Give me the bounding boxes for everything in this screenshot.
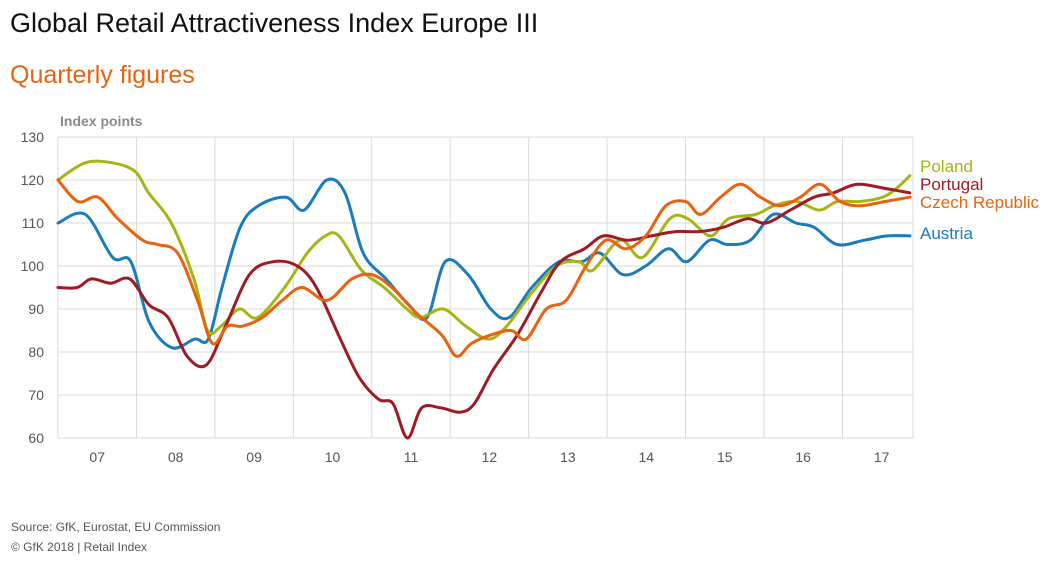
x-tick-label: 09 [246,449,262,465]
chart-subtitle: Quarterly figures [10,61,195,89]
legend-entry-czech-republic: Czech Republic [920,193,1040,212]
y-tick-label: 100 [21,258,45,274]
y-axis-label: Index points [60,113,143,129]
legend-entry-poland: Poland [920,157,973,176]
x-tick-label: 15 [717,449,733,465]
x-tick-label: 10 [325,449,341,465]
x-axis: 07 08 09 10 11 12 13 14 15 16 17 [89,449,889,465]
legend-entry-portugal: Portugal [920,175,983,194]
y-tick-label: 70 [28,387,44,403]
x-tick-label: 17 [874,449,890,465]
x-tick-label: 14 [639,449,655,465]
series-line-czech-republic [56,178,912,358]
legend-entry-austria: Austria [920,224,973,243]
chart-title: Global Retail Attractiveness Index Europ… [10,8,539,38]
series-line-poland [56,159,912,341]
y-tick-label: 90 [28,301,44,317]
x-tick-label: 12 [482,449,498,465]
series-line-portugal [56,182,912,440]
gridlines [57,136,914,439]
x-tick-label: 07 [89,449,105,465]
x-tick-label: 16 [795,449,811,465]
x-tick-label: 11 [404,449,419,465]
series-lines [56,159,912,440]
x-tick-label: 13 [560,449,576,465]
y-tick-label: 130 [21,129,45,145]
series-line-austria [56,177,912,350]
y-tick-label: 110 [22,215,45,231]
y-tick-label: 60 [28,430,44,446]
x-tick-label: 08 [168,449,184,465]
y-tick-label: 120 [21,172,45,188]
source-note: Source: GfK, Eurostat, EU Commission [11,520,221,534]
y-tick-label: 80 [28,344,44,360]
copyright-note: © GfK 2018 | Retail Index [11,540,148,554]
y-axis: 60 70 80 90 100 110 120 130 [21,129,45,446]
